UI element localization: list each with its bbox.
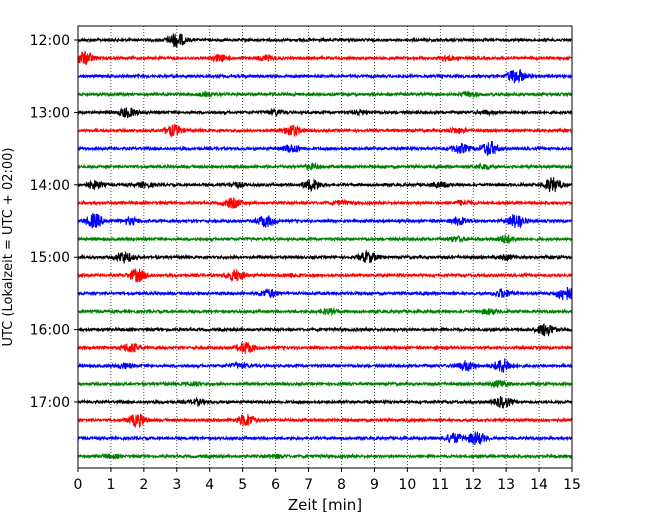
trace-line [77,358,573,373]
trace-line [77,33,573,48]
trace-line [77,379,573,389]
trace-line [77,161,573,171]
trace-line [77,307,573,317]
y-tick-label: 16:00 [30,323,70,339]
trace-line [77,123,573,138]
x-axis-ticks: 0 1 2 3 4 5 6 7 8 9 10 11 12 13 14 15 [74,468,581,493]
trace-line [77,431,573,446]
y-axis-label: UTC (Lokalzeit = UTC + 02:00) [1,148,16,347]
trace-line [77,323,573,337]
y-tick-label: 15:00 [30,250,70,266]
y-tick-label: 17:00 [30,395,70,411]
trace-line [77,249,573,264]
x-tick-label: 8 [337,477,346,493]
y-tick-label: 12:00 [30,33,70,49]
x-axis-label: Zeit [min] [288,496,362,514]
trace-line [77,197,573,209]
x-tick-label: 0 [74,477,83,493]
x-tick-label: 13 [497,477,515,493]
x-tick-label: 4 [205,477,214,493]
trace-line [77,90,573,99]
trace-line [77,50,573,66]
trace-line [77,395,573,409]
x-tick-label: 5 [238,477,247,493]
y-tick-label: 13:00 [30,105,70,121]
trace-line [77,213,573,229]
x-tick-label: 3 [172,477,181,493]
trace-line [77,177,573,193]
trace-line [77,286,573,301]
x-tick-label: 15 [563,477,581,493]
x-tick-label: 11 [431,477,449,493]
trace-line [77,452,573,461]
x-tick-label: 6 [271,477,280,493]
trace-line [77,68,573,84]
trace-lines [77,33,573,461]
trace-line [77,106,573,119]
plot-frame [77,25,573,469]
x-tick-label: 7 [304,477,313,493]
trace-line [77,140,573,157]
x-tick-label: 1 [106,477,115,493]
trace-line [77,234,573,244]
trace-line [77,341,573,354]
trace-line [77,268,573,283]
x-tick-label: 10 [398,477,416,493]
trace-line [77,413,573,429]
x-tick-label: 9 [370,477,379,493]
x-tick-label: 12 [464,477,482,493]
x-tick-label: 14 [530,477,548,493]
y-axis-ticks: 12:00 13:00 14:00 15:00 16:00 17:00 [30,33,78,411]
x-tick-label: 2 [139,477,148,493]
y-tick-label: 14:00 [30,178,70,194]
